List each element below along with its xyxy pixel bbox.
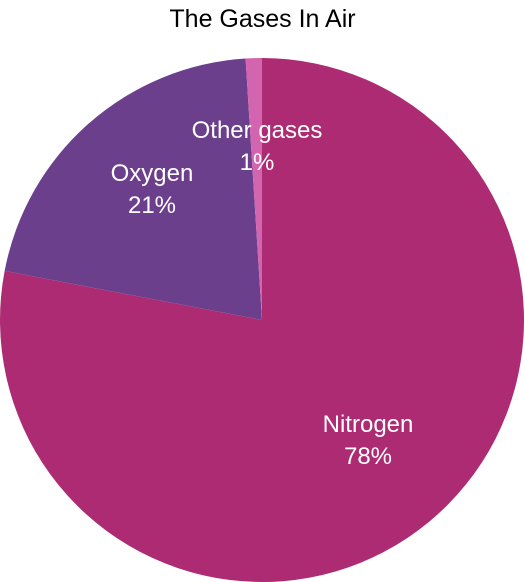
slice-value-nitrogen: 78% — [344, 443, 392, 470]
slice-label-oxygen: Oxygen — [111, 160, 194, 187]
pie-slice-oxygen — [4, 58, 262, 321]
slice-value-oxygen: 21% — [128, 192, 176, 219]
slice-label-nitrogen: Nitrogen — [323, 411, 414, 438]
slices-layer — [0, 58, 524, 582]
labels-layer: Nitrogen 78% Oxygen 21% Other gases 1% — [111, 117, 414, 470]
chart-title: The Gases In Air — [169, 5, 356, 33]
slice-value-other-gases: 1% — [240, 149, 275, 176]
slice-label-other-gases: Other gases — [192, 117, 323, 144]
pie-slice-other-gases — [245, 58, 262, 320]
